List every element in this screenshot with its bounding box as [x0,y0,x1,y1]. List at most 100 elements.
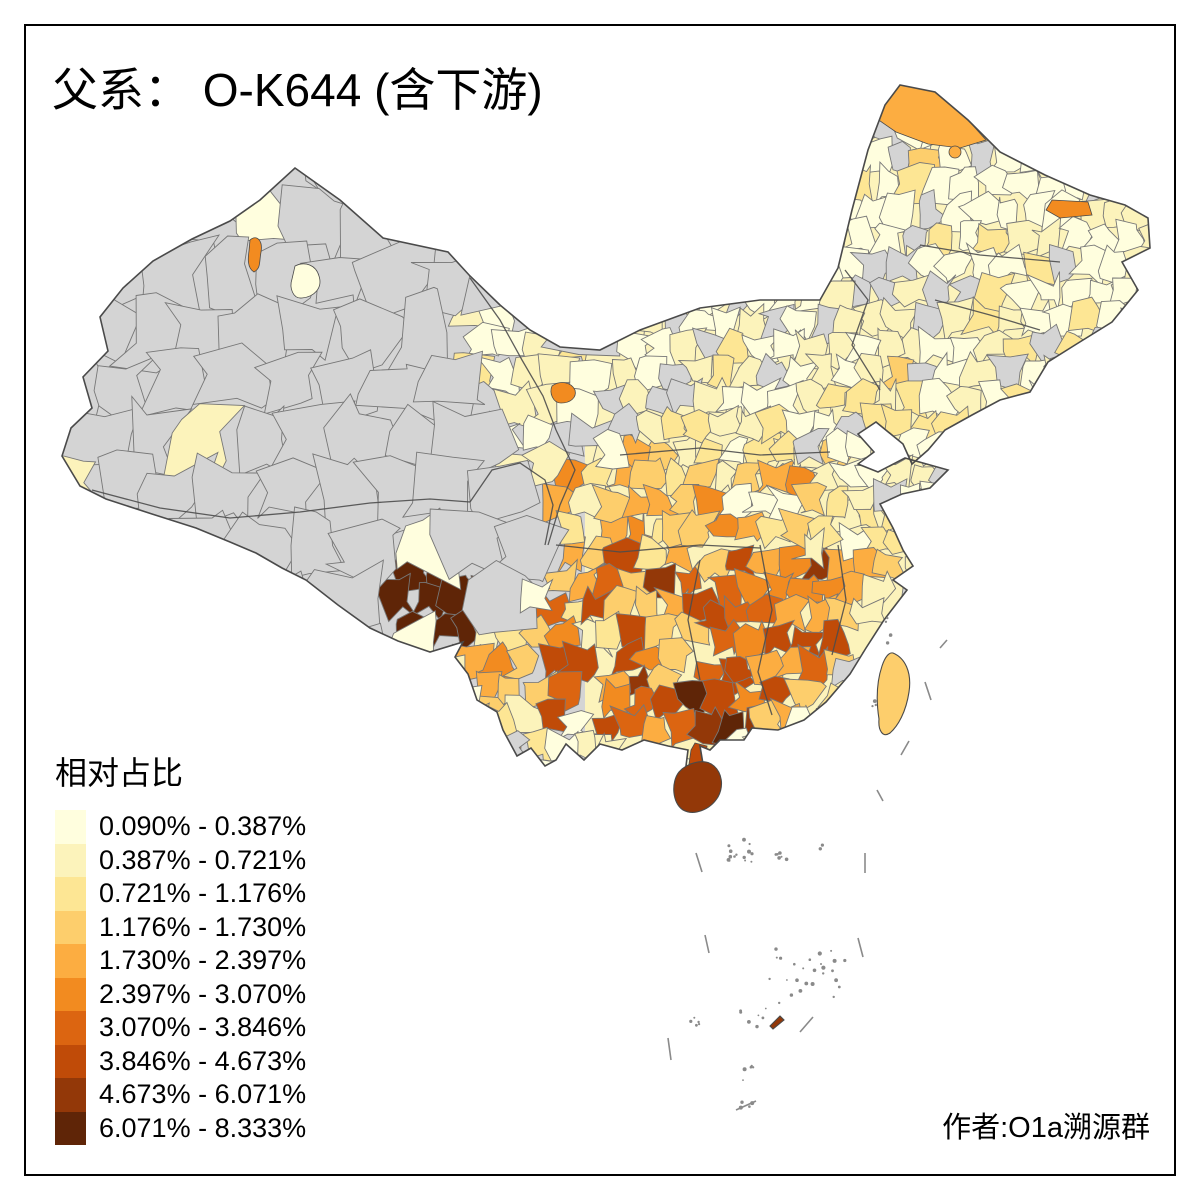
islet-dot [750,1064,753,1067]
prefecture-cell [18,636,54,663]
prefecture-cell [1133,326,1150,368]
prefecture-cell [572,129,606,160]
prefecture-cell [715,177,753,219]
prefecture-cell [254,654,294,695]
prefecture-cell [18,534,57,568]
prefecture-cell [156,554,193,595]
prefecture-cell [454,803,486,841]
islet-dot [747,849,751,854]
prefecture-cell [766,182,807,220]
prefecture-cell [1033,805,1070,837]
prefecture-cell [1013,505,1040,541]
prefecture-cell [501,643,540,680]
prefecture-cell [1010,814,1035,842]
china-outline [61,84,1151,780]
prefecture-cell [993,405,1030,450]
prefecture-cell [616,227,654,269]
prefecture-cell [1056,85,1097,97]
islet-dot [779,956,783,960]
prefecture-cell [66,682,106,721]
hainan-island [673,761,723,813]
attribution: 作者:O1a溯源群 [942,1112,1150,1144]
prefecture-cell [973,678,1001,714]
islet-dot [821,965,826,970]
prefecture-cell [955,804,991,836]
prefecture-cell [782,85,819,89]
dash-line-segment [857,937,864,958]
prefecture-cell [65,631,105,661]
prefecture-cell [653,104,693,143]
islet-dot [795,978,799,982]
prefecture-cell [845,690,875,719]
prefecture-cell [617,280,655,319]
prefecture-cell [973,164,1018,203]
prefecture-cell [935,704,969,745]
prefecture-cell [754,803,794,841]
prefecture-cell [1080,458,1112,494]
prefecture-cell [555,252,594,292]
prefecture-cell [1084,501,1117,546]
prefecture-cell [183,656,221,688]
prefecture-cell [18,180,58,217]
prefecture-cell [671,85,702,116]
prefecture-cell [655,207,695,245]
prefecture-cell [919,480,948,519]
prefecture-cell [972,85,1016,97]
prefecture-cell [343,680,382,714]
taiwan-island [876,652,911,736]
prefecture-cell [1033,503,1067,545]
prefecture-cell [62,679,82,720]
prefecture-cell [750,182,783,210]
islet-dot [832,958,837,963]
prefecture-cell [579,157,612,196]
prefecture-cell [18,432,57,469]
prefecture-cell [771,783,806,819]
prefecture-cell [1040,85,1081,126]
prefecture-cell [978,611,1012,643]
prefecture-cell [656,807,692,843]
prefecture-cell [934,803,970,839]
gansu-lanzhou-spot [550,382,576,404]
prefecture-cell [94,578,130,616]
prefecture-cell [1016,789,1057,819]
prefecture-cell [1053,654,1097,691]
islet-dot [818,847,822,851]
prefecture-cell [554,786,578,814]
prefecture-cell [625,783,655,818]
prefecture-cell [1071,780,1107,812]
prefecture-cell [329,710,368,744]
prefecture-cell [145,684,183,717]
prefecture-cell [796,126,829,169]
islet-dot [757,1014,760,1017]
prefecture-cell [767,128,802,166]
legend-row: 3.070% - 3.846% [55,1011,306,1045]
prefecture-cell [1032,557,1071,586]
prefecture-cell [80,661,113,684]
prefecture-cell [519,578,554,614]
prefecture-cell [1041,583,1082,615]
prefecture-cell [62,704,91,744]
islet-dot [808,958,812,961]
prefecture-cell [391,729,429,765]
prefecture-cell [570,284,607,316]
karamay-spot [247,237,262,273]
islet-dot [886,616,889,620]
islet-dot [742,1079,744,1081]
dash-line-segment [667,1037,672,1061]
prefecture-cell [62,602,93,640]
prefecture-cell [629,205,660,241]
prefecture-cell [610,636,647,677]
map-title: 父系： O-K644 (含下游) [52,64,543,116]
prefecture-cell [554,803,586,841]
prefecture-cell [504,809,544,839]
prefecture-cell [329,757,369,778]
prefecture-cell [634,808,667,845]
prefecture-cell [77,558,120,590]
prefecture-cell [20,334,55,362]
prefecture-cell [979,803,1017,844]
islet-dot [798,989,803,993]
prefecture-cell [468,779,503,816]
prefecture-cell [1100,586,1126,619]
prefecture-cell [1010,714,1041,746]
islet-dot [697,1020,700,1024]
